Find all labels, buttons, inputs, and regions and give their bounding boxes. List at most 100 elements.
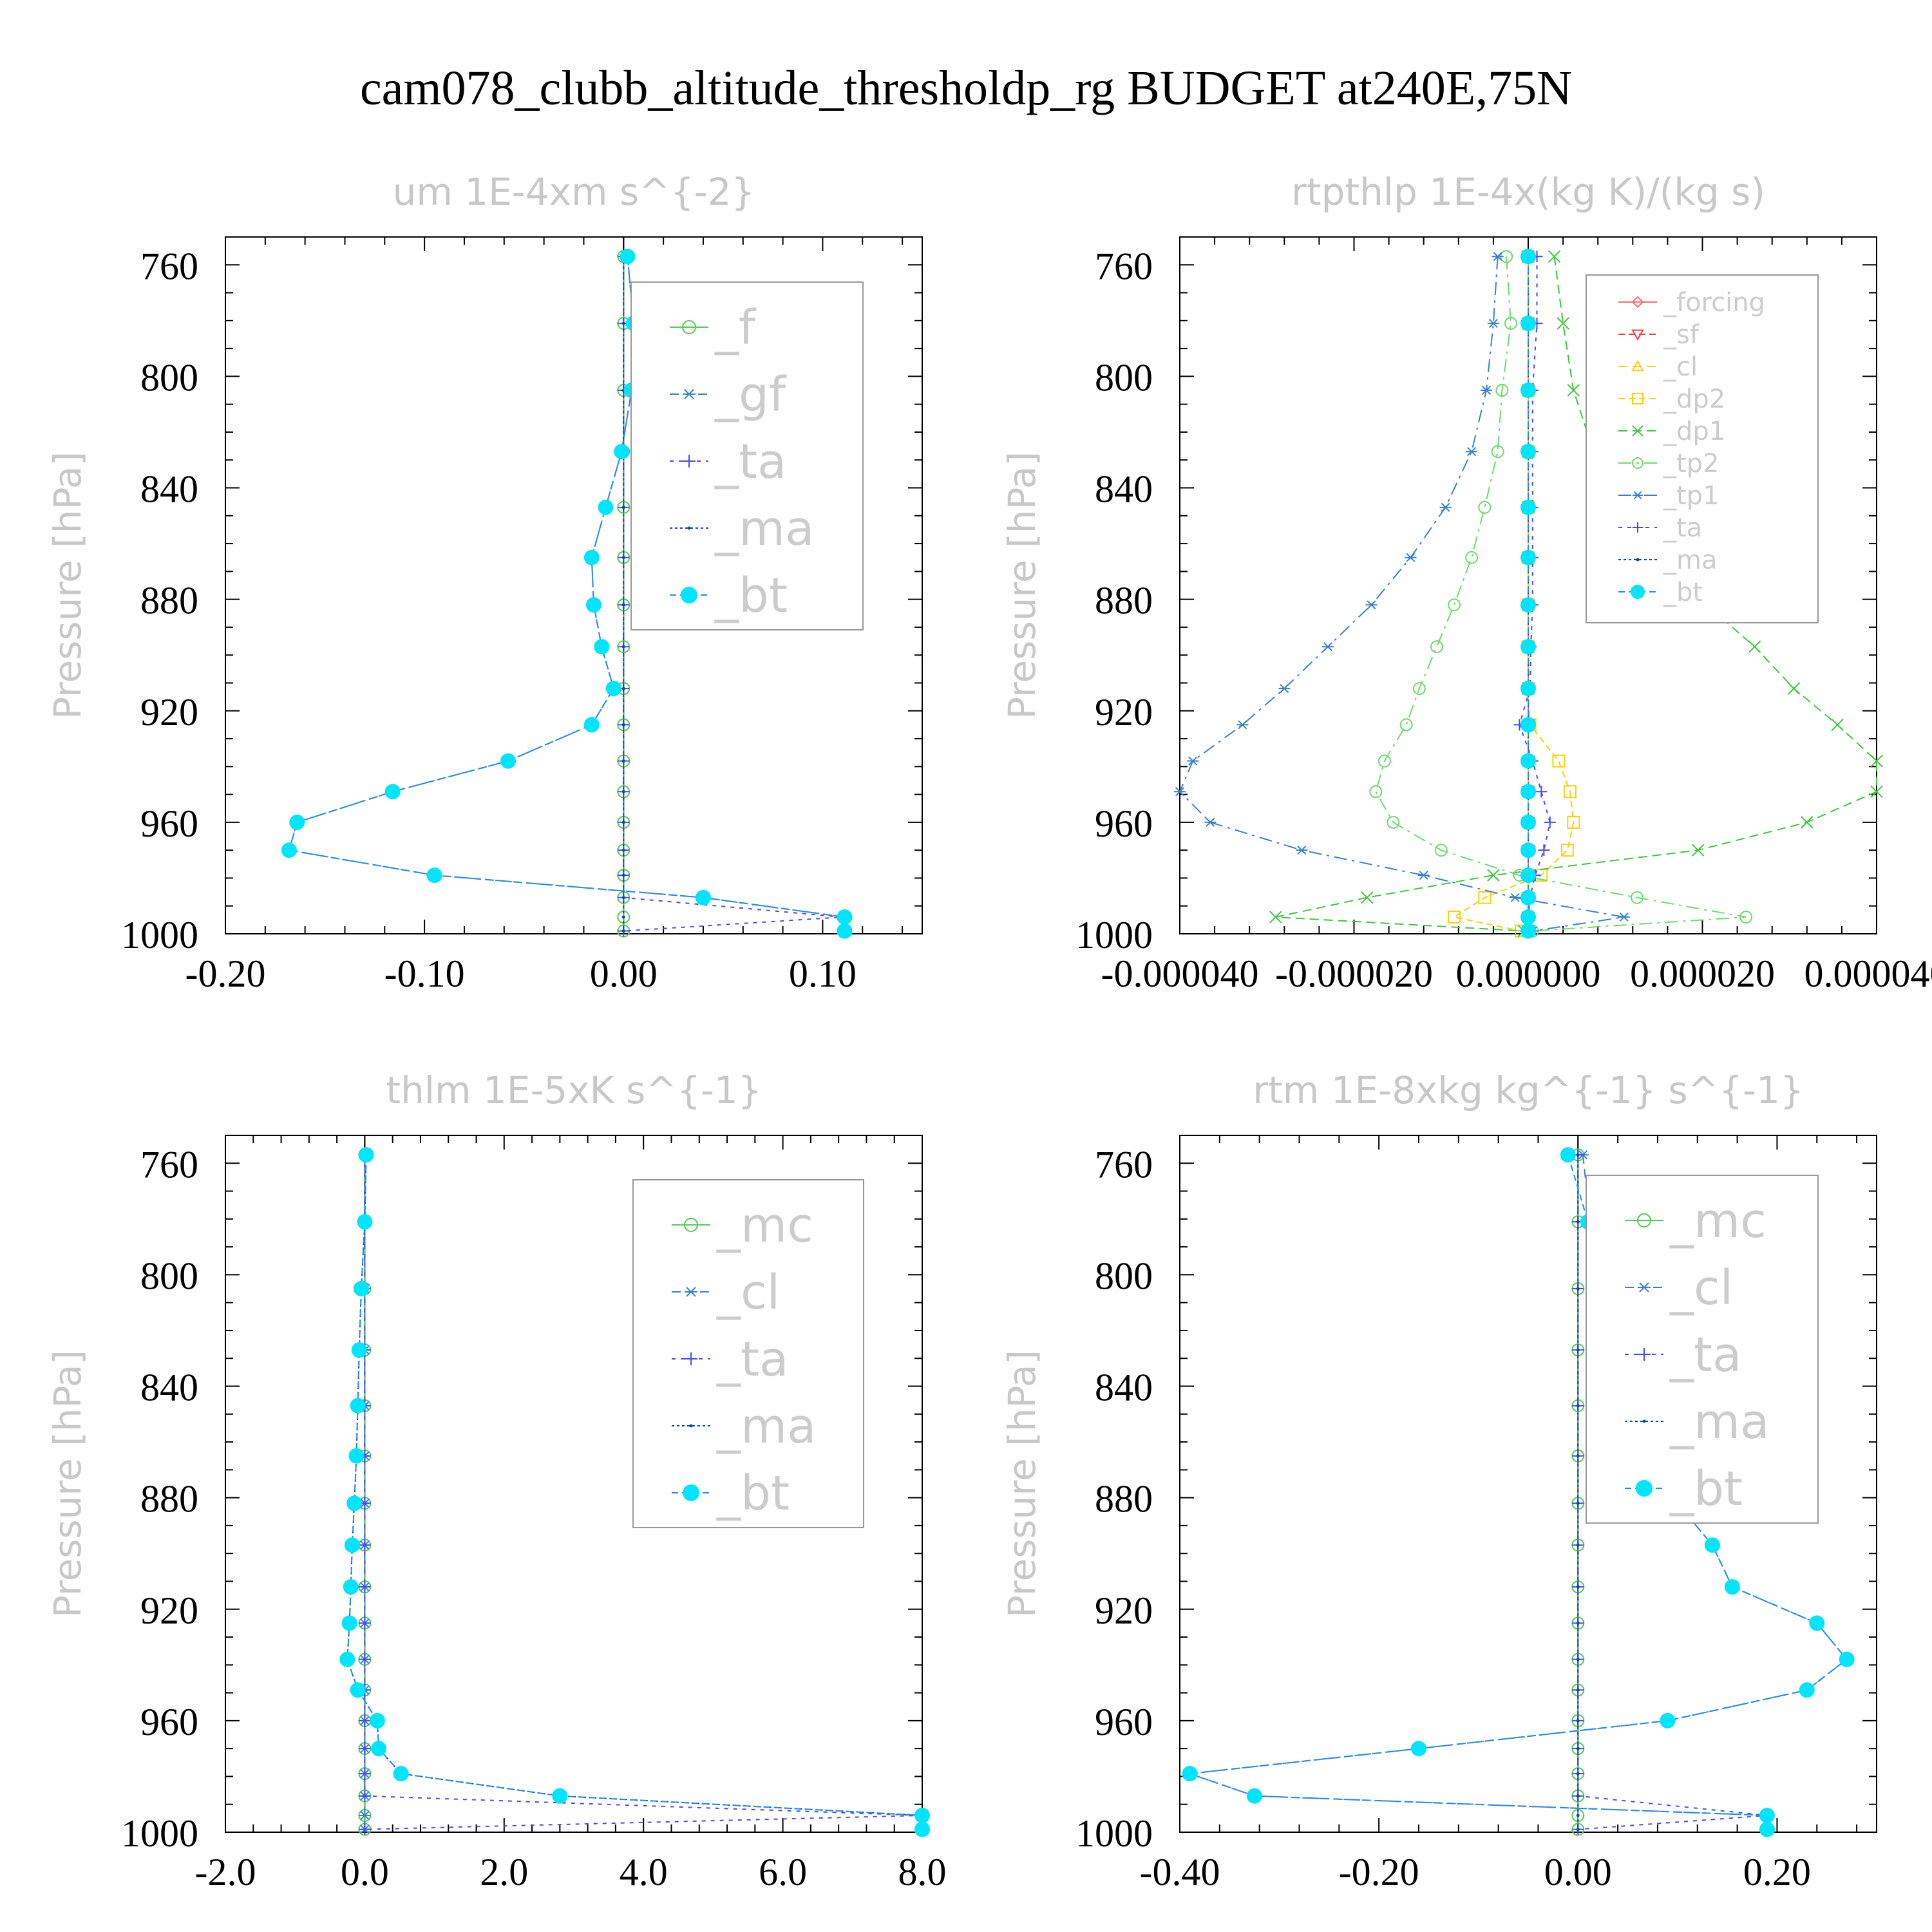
data-point [1520,639,1536,655]
data-point [1560,844,1574,857]
data-point [359,1811,371,1821]
data-point [359,1539,371,1551]
data-point [1576,1348,1580,1352]
legend-label: _ta [714,434,786,489]
data-point [1487,319,1499,328]
legend-label: _bt [1669,1461,1743,1517]
data-point [343,1579,359,1595]
data-point [1563,785,1577,799]
data-point [1448,911,1461,924]
y-tick-label: 800 [140,1255,198,1297]
legend-label: _tp2 [1663,449,1719,478]
data-point [1448,598,1461,612]
data-point [1560,1147,1576,1163]
legend: _forcing _sf_cl_dp2 _dp1 _tp2 _tp1_ta_ma _bt [1586,274,1819,623]
data-point [1478,891,1492,904]
legend-label: _dp2 [1663,384,1725,414]
y-tick-label: 800 [1095,356,1153,399]
data-point [1576,1794,1580,1798]
data-point [1504,317,1517,330]
data-point [1631,891,1644,904]
x-tick-label: 0.000040 [1804,952,1932,995]
legend-swatch-marker [1637,1213,1651,1227]
legend-swatch-marker [1636,1480,1653,1497]
panel-title: um 1E-4xm s^{-2} [393,170,755,214]
data-point [1576,1747,1580,1750]
data-point [1618,913,1630,922]
data-point [552,1788,568,1804]
series-ta [1513,251,1556,937]
x-tick-label: 8.0 [898,1851,947,1893]
data-point [1278,684,1291,694]
data-point [339,1651,355,1667]
y-tick-label: 760 [140,1143,198,1186]
y-tick-label: 880 [1095,1478,1153,1520]
y-tick-label: 1000 [121,1812,198,1855]
data-point [359,1714,371,1727]
data-point [583,549,600,565]
data-point [1576,1688,1580,1692]
plot-frame [225,236,923,934]
data-point [359,1823,371,1835]
data-point [1520,597,1536,613]
y-tick-label: 760 [140,245,198,287]
data-point [1246,1788,1262,1804]
data-point [1576,1543,1580,1547]
legend-label: _bt [714,568,788,623]
legend-box [632,1179,864,1528]
data-point [1576,1287,1580,1291]
data-point [1430,640,1443,654]
x-tick-label: 0.00 [1544,1851,1612,1893]
legend-swatch-marker [682,320,696,334]
data-point [1739,911,1753,924]
data-point [359,1743,371,1755]
legend-label: _dp1 [1663,417,1725,446]
plot-frame [1179,1135,1877,1833]
data-point [1870,754,1883,768]
data-point [1369,785,1383,799]
data-point [1520,444,1536,460]
y-tick-label: 760 [1095,245,1153,287]
legend-box [1586,1175,1819,1524]
data-point [1520,784,1536,800]
data-point [1412,682,1426,696]
y-tick-label: 920 [1095,691,1153,734]
x-tick-label: 4.0 [620,1851,668,1893]
y-tick-label: 920 [140,691,198,734]
data-point [1520,499,1536,515]
data-point [837,909,853,925]
data-point [695,889,711,905]
y-tick-label: 840 [1095,468,1153,511]
legend-label: _ta [716,1332,788,1387]
panel-title: rtpthlp 1E-4x(kg K)/(kg s) [1291,170,1765,214]
legend-swatch-marker [687,526,691,530]
data-point [348,1448,365,1464]
data-point [1576,1621,1580,1625]
series-line [1519,256,1551,931]
data-point [1465,551,1479,564]
data-point [621,790,625,793]
x-tick-label: 0.00 [590,952,658,995]
data-point [1692,844,1705,857]
legend-swatch-marker [1633,522,1643,533]
data-point [1801,816,1814,829]
data-point [1576,1658,1580,1662]
data-point [1187,756,1199,766]
data-point [1495,384,1509,397]
data-point [289,814,305,830]
data-point [1520,316,1536,332]
legend-label: _f [714,300,757,355]
legend-swatch-marker [683,389,696,399]
y-tick-label: 960 [1095,1701,1153,1743]
series-bt [281,249,853,939]
data-point [1361,891,1374,904]
data-point [1567,384,1580,397]
legend: _f _gf _ta _ma _bt [630,281,864,630]
x-tick-label: 0.000000 [1456,952,1601,995]
series-bt [1520,249,1536,939]
data-point [1759,1821,1775,1837]
legend-swatch-marker [1632,425,1643,437]
legend-box [1586,274,1819,623]
data-point [914,1821,930,1837]
